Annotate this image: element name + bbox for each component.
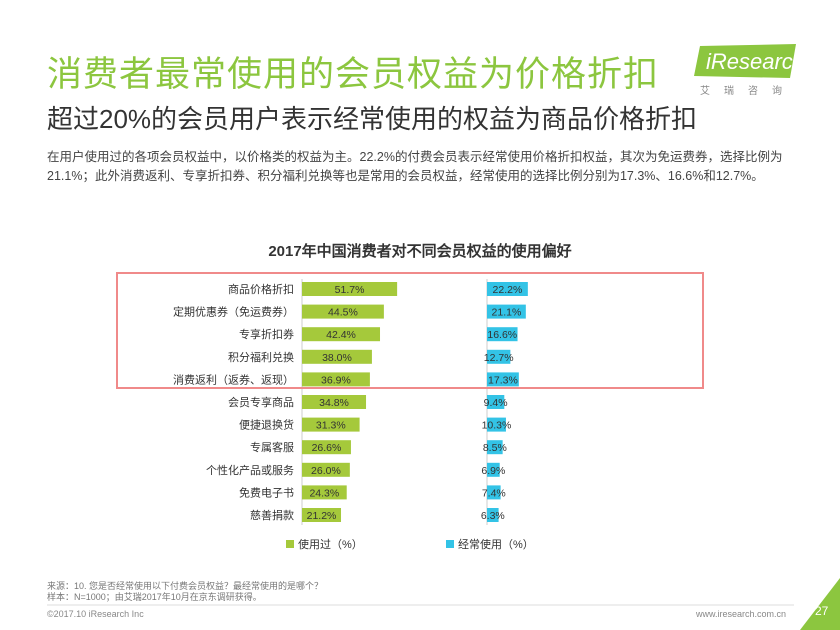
data-label-frequent: 22.2% (493, 284, 523, 296)
bar-frequent (487, 304, 526, 319)
bar-frequent (487, 417, 506, 432)
iresearch-logo: iResearch 艾瑞咨询 (694, 44, 805, 98)
highlight-box (116, 272, 704, 389)
bar-used (302, 508, 342, 522)
data-label-frequent: 17.3% (488, 374, 518, 386)
bar-used (302, 417, 360, 432)
source-note: 来源：10. 您是否经常使用以下付费会员权益？最经常使用的是哪个？ 样本：N=1… (47, 581, 323, 603)
bar-used (302, 327, 381, 342)
data-label-frequent: 9.4% (484, 397, 508, 409)
bar-used (302, 282, 398, 296)
legend-label-frequent: 经常使用（%） (458, 538, 534, 551)
data-label-frequent: 6.9% (481, 465, 505, 477)
bar-frequent (487, 327, 518, 342)
bar-used (302, 372, 370, 387)
page-number: 27 (815, 604, 829, 618)
data-label-used: 51.7% (335, 284, 365, 296)
bar-used (302, 485, 347, 500)
page-subtitle: 超过20%的会员用户表示经常使用的权益为商品价格折扣 (47, 104, 698, 134)
bar-used (302, 349, 372, 364)
data-label-frequent: 7.4% (482, 487, 506, 499)
data-label-frequent: 16.6% (487, 329, 517, 341)
bar-chart: 商品价格折扣 51.7% 22.2% 定期优惠券（免运费券） 44.5% 21.1% 专享折… (173, 279, 534, 551)
category-label: 免费电子书 (239, 485, 294, 499)
bar-used (302, 304, 384, 319)
bar-frequent (487, 440, 503, 455)
data-label-used: 31.3% (316, 420, 346, 432)
source-line-2: 样本：N=1000；由艾瑞2017年10月在京东调研获得。 (47, 592, 262, 602)
data-label-used: 42.4% (326, 329, 356, 341)
bar-used (302, 395, 367, 409)
data-label-frequent: 21.1% (492, 307, 522, 319)
bar-used (302, 440, 351, 455)
data-label-used: 36.9% (321, 374, 351, 386)
bar-used (302, 462, 350, 477)
legend-label-used: 使用过（%） (298, 538, 363, 551)
data-label-used: 38.0% (322, 352, 352, 364)
category-label: 专享折扣券 (239, 327, 294, 341)
logo-text: iResearch (706, 49, 806, 74)
bar-frequent (487, 349, 511, 364)
copyright: ©2017.10 iResearch Inc (47, 609, 144, 619)
data-label-frequent: 8.5% (483, 442, 507, 454)
data-label-used: 21.2% (307, 510, 337, 522)
category-label: 商品价格折扣 (228, 282, 294, 296)
logo-badge (694, 44, 796, 78)
category-label: 便捷退换货 (239, 418, 294, 432)
category-label: 专属客服 (250, 440, 294, 454)
category-label: 慈善捐款 (250, 508, 294, 522)
bar-frequent (487, 282, 528, 296)
data-label-frequent: 6.3% (481, 510, 505, 522)
category-label: 定期优惠券（免运费券） (173, 305, 294, 319)
data-label-used: 44.5% (328, 307, 358, 319)
data-label-used: 26.6% (312, 442, 342, 454)
bar-frequent (487, 395, 505, 409)
legend-swatch-frequent (446, 540, 454, 548)
data-label-used: 24.3% (309, 487, 339, 499)
bar-frequent (487, 508, 499, 522)
website: www.iresearch.com.cn (696, 609, 787, 619)
data-label-frequent: 10.3% (482, 420, 512, 432)
data-label-used: 34.8% (319, 397, 349, 409)
intro-paragraph: 在用户使用过的各项会员权益中，以价格类的权益为主。22.2%的付费会员表示经常使… (47, 150, 783, 183)
category-label: 会员专享商品 (228, 395, 294, 409)
bar-frequent (487, 462, 500, 477)
data-label-frequent: 12.7% (484, 352, 514, 364)
legend-swatch-used (286, 540, 294, 548)
data-label-used: 26.0% (311, 465, 341, 477)
chart-title: 2017年中国消费者对不同会员权益的使用偏好 (268, 243, 572, 260)
category-label: 消费返利（返券、返现） (173, 372, 294, 386)
page-title: 消费者最常使用的会员权益为价格折扣 (47, 55, 660, 94)
bar-frequent (487, 485, 501, 500)
logo-subtext: 艾瑞咨询 (700, 86, 796, 97)
category-label: 个性化产品或服务 (206, 463, 294, 477)
bar-frequent (487, 372, 519, 387)
source-line-1: 来源：10. 您是否经常使用以下付费会员权益？最经常使用的是哪个？ (47, 581, 324, 591)
category-label: 积分福利兑换 (228, 350, 294, 364)
